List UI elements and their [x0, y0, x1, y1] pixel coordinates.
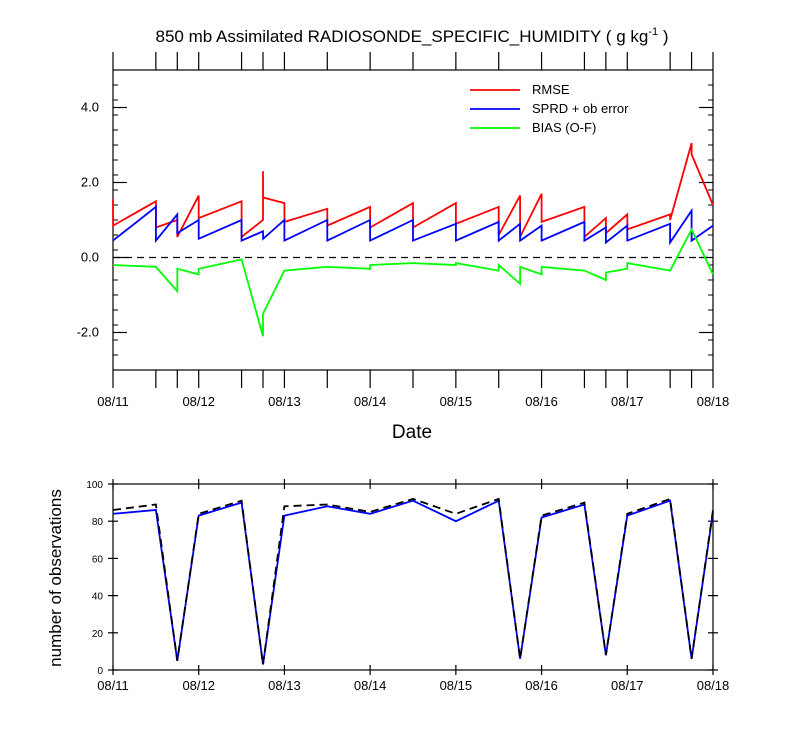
bottom-series-possible	[112, 497, 714, 665]
bottom-x-tick-label: 08/14	[354, 678, 387, 693]
bottom-y-tick-label: 0	[97, 666, 103, 677]
top-x-tick-label: 08/12	[182, 394, 215, 409]
bottom-plot-area: 08/11 08/12 08/13 08/14 08/15 08/16 08/17 08/18…	[86, 479, 729, 693]
top-series-bias-o-f	[112, 227, 714, 337]
bottom-x-tick-label: 08/15	[440, 678, 473, 693]
top-x-tick-label: 08/11	[97, 394, 129, 409]
top-y-tick-label: 2.0	[81, 175, 99, 190]
bottom-y-tick-label: 40	[92, 592, 104, 603]
top-x-tick-label: 08/13	[268, 394, 301, 409]
top-y-tick-label: 0.0	[81, 250, 99, 265]
chart-title: 850 mb Assimilated RADIOSONDE_SPECIFIC_H…	[156, 26, 669, 46]
chart-title-superscript: -1	[648, 26, 658, 38]
bottom-y-tick-label: 20	[92, 629, 104, 640]
bottom-x-tick-label: 08/12	[182, 678, 215, 693]
legend-label-sprd-ob-error: SPRD + ob error	[532, 101, 629, 116]
legend-label-bias-o-f: BIAS (O-F)	[532, 120, 596, 135]
chart-title-suffix: )	[658, 27, 668, 46]
top-x-tick-label: 08/18	[697, 394, 730, 409]
bottom-x-tick-label: 08/17	[611, 678, 644, 693]
top-x-tick-label: 08/16	[525, 394, 558, 409]
bottom-y-tick-label: 60	[92, 554, 104, 565]
bottom-x-tick-label: 08/13	[268, 678, 301, 693]
top-series-rmse	[112, 142, 714, 239]
top-y-tick-label: -2.0	[77, 325, 99, 340]
bottom-series-assimilated	[112, 499, 714, 665]
top-plot-area: 08/11 08/12 08/13 08/14 08/15 08/16 08/17 08/18…	[77, 52, 730, 409]
top-x-tick-label: 08/14	[354, 394, 387, 409]
bottom-frame	[112, 483, 714, 671]
bottom-y-tick-label: 100	[86, 480, 103, 491]
top-x-tick-label: 08/15	[440, 394, 473, 409]
top-x-tick-label: 08/17	[611, 394, 644, 409]
top-y-tick-label: 4.0	[81, 100, 99, 115]
bottom-x-tick-label: 08/11	[97, 678, 129, 693]
bottom-y-tick-label: 80	[92, 517, 104, 528]
legend-label-rmse: RMSE	[532, 82, 570, 97]
top-x-axis-label: Date	[392, 422, 432, 443]
bottom-x-tick-label: 08/18	[697, 678, 730, 693]
bottom-y-axis-label: number of observations	[46, 489, 65, 667]
chart-title-main: 850 mb Assimilated RADIOSONDE_SPECIFIC_H…	[156, 27, 649, 46]
bottom-x-tick-label: 08/16	[525, 678, 558, 693]
top-series-sprd-ob-error	[112, 205, 714, 246]
